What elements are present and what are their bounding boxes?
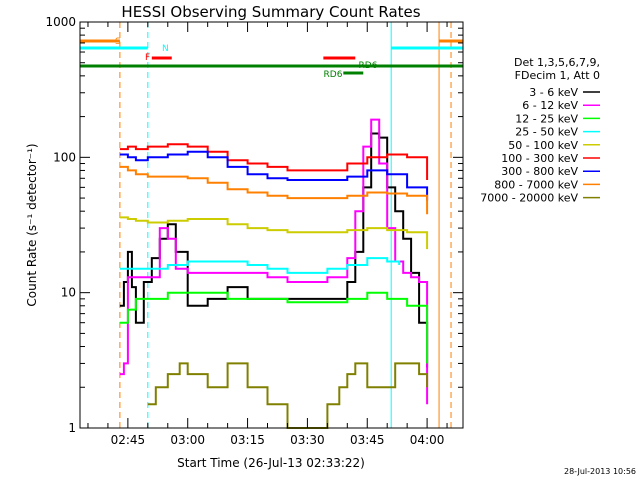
legend-label-2: 12 - 25 keV bbox=[515, 112, 578, 125]
legend-label-7: 800 - 7000 keV bbox=[494, 178, 578, 191]
flag-bars: S N F RD6 RD6 bbox=[80, 37, 463, 80]
flag-label-2: F bbox=[145, 53, 150, 63]
legend-label-0: 3 - 6 keV bbox=[529, 86, 578, 99]
legend: Det 1,3,5,6,7,9, FDecim 1, Att 0 3 - 6 k… bbox=[480, 56, 600, 205]
chart-title: HESSI Observing Summary Count Rates bbox=[121, 3, 420, 21]
legend-header-1: Det 1,3,5,6,7,9, bbox=[514, 56, 600, 69]
legend-label-3: 25 - 50 keV bbox=[515, 126, 578, 139]
x-tick-label-0: 02:45 bbox=[111, 433, 146, 447]
y-tick-label-1: 10 bbox=[61, 286, 76, 300]
flag-label-0: S bbox=[115, 37, 121, 47]
x-tick-label-5: 04:00 bbox=[410, 433, 445, 447]
legend-label-4: 50 - 100 keV bbox=[508, 139, 578, 152]
series-line-6 bbox=[119, 150, 429, 201]
legend-header-2: FDecim 1, Att 0 bbox=[515, 69, 600, 82]
series-line-3 bbox=[119, 257, 401, 274]
x-tick-label-1: 03:00 bbox=[170, 433, 205, 447]
vertical-markers bbox=[119, 22, 452, 428]
y-axis-label: Count Rate (s⁻¹ detector⁻¹) bbox=[25, 143, 39, 306]
x-tick-label-2: 03:15 bbox=[230, 433, 265, 447]
series-line-2 bbox=[119, 291, 429, 364]
legend-label-6: 300 - 800 keV bbox=[501, 165, 578, 178]
flag-label-3: RD6 bbox=[359, 61, 378, 71]
x-axis-label: Start Time (26-Jul-13 02:33:22) bbox=[177, 456, 365, 470]
series-line-1 bbox=[119, 118, 429, 405]
y-tick-label-0: 1 bbox=[68, 421, 76, 435]
axes: 1 10 100 1000 02:45 03:00 03:15 03:30 03:45 04:00 bbox=[45, 15, 463, 447]
x-tick-label-3: 03:30 bbox=[290, 433, 325, 447]
flag-label-4: RD6 bbox=[324, 70, 343, 80]
plot-frame bbox=[79, 21, 464, 429]
series-line-4 bbox=[119, 216, 429, 250]
legend-label-1: 6 - 12 keV bbox=[522, 99, 578, 112]
series-line-8 bbox=[147, 362, 429, 429]
series-lines bbox=[119, 118, 429, 429]
footer-timestamp: 28-Jul-2013 10:56 bbox=[564, 467, 636, 476]
y-tick-label-2: 100 bbox=[53, 150, 76, 164]
series-line-7 bbox=[119, 165, 429, 215]
series-line-0 bbox=[119, 132, 429, 368]
y-tick-label-3: 1000 bbox=[45, 15, 76, 29]
flag-label-1: N bbox=[162, 44, 169, 54]
legend-label-8: 7000 - 20000 keV bbox=[480, 192, 578, 205]
x-tick-label-4: 03:45 bbox=[350, 433, 385, 447]
series-line-5 bbox=[119, 143, 429, 180]
legend-label-5: 100 - 300 keV bbox=[501, 152, 578, 165]
